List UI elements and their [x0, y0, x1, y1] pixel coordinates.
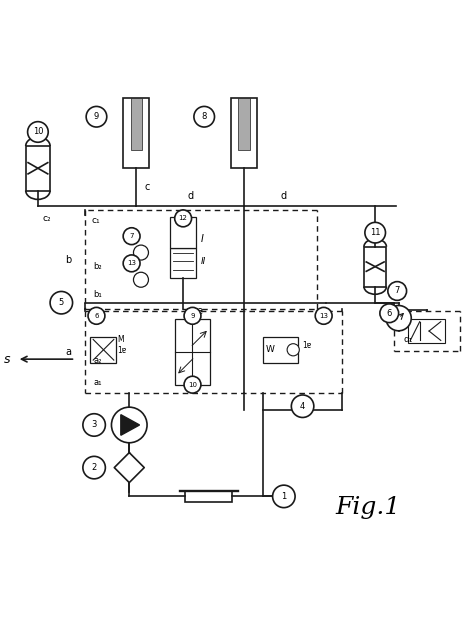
Text: a₂: a₂: [93, 356, 101, 365]
Circle shape: [50, 292, 73, 314]
Text: M
1ɐ: M 1ɐ: [118, 335, 127, 354]
Text: 9: 9: [190, 313, 195, 319]
Bar: [231, 98, 257, 168]
Bar: [185, 490, 232, 503]
Circle shape: [194, 106, 215, 127]
Circle shape: [184, 376, 201, 393]
Bar: [170, 217, 196, 248]
Circle shape: [134, 245, 148, 260]
Text: c₁: c₁: [92, 216, 100, 225]
Circle shape: [27, 122, 48, 142]
Text: d₁: d₁: [403, 335, 413, 344]
Text: b₂: b₂: [93, 262, 102, 271]
Text: 3: 3: [91, 420, 97, 429]
Circle shape: [83, 456, 105, 479]
Text: 10: 10: [188, 381, 197, 388]
Text: 11: 11: [370, 228, 381, 237]
Text: 6: 6: [94, 313, 99, 319]
Circle shape: [273, 485, 295, 508]
Text: a₁: a₁: [93, 378, 102, 387]
Polygon shape: [114, 453, 144, 483]
Text: s: s: [4, 353, 11, 365]
Text: I: I: [201, 233, 204, 244]
Text: 12: 12: [179, 215, 188, 221]
Bar: [91, 337, 116, 363]
Text: 9: 9: [94, 112, 99, 121]
Text: 1: 1: [281, 492, 286, 501]
Circle shape: [380, 304, 399, 322]
Circle shape: [184, 308, 201, 324]
Text: e: e: [197, 306, 202, 317]
Circle shape: [86, 106, 107, 127]
Bar: [170, 248, 196, 278]
Bar: [238, 98, 250, 149]
Circle shape: [292, 395, 314, 417]
Circle shape: [134, 272, 148, 287]
Text: 4: 4: [300, 402, 305, 411]
Text: II: II: [201, 258, 206, 267]
Text: 10: 10: [33, 128, 43, 137]
Text: d: d: [187, 191, 193, 201]
Circle shape: [123, 228, 140, 245]
Bar: [26, 146, 50, 190]
Text: c₂: c₂: [43, 214, 51, 223]
Polygon shape: [121, 415, 139, 435]
Bar: [131, 98, 142, 149]
Text: 13: 13: [319, 313, 328, 319]
Text: b: b: [65, 254, 72, 265]
Circle shape: [123, 255, 140, 272]
Text: b₁: b₁: [93, 290, 102, 299]
Circle shape: [83, 413, 105, 437]
Text: 7: 7: [129, 233, 134, 239]
Text: 13: 13: [127, 260, 136, 267]
Circle shape: [175, 210, 191, 227]
Circle shape: [365, 222, 385, 243]
Text: 1ɐ: 1ɐ: [302, 340, 312, 349]
Text: c: c: [145, 182, 150, 192]
Circle shape: [315, 308, 332, 324]
Text: 5: 5: [59, 298, 64, 307]
Bar: [263, 337, 298, 363]
Text: 6: 6: [387, 309, 392, 318]
Text: a: a: [65, 347, 72, 357]
Text: Fig.1: Fig.1: [336, 496, 401, 519]
Text: 8: 8: [201, 112, 207, 121]
Bar: [364, 247, 386, 287]
Circle shape: [287, 344, 299, 356]
Text: d: d: [281, 191, 287, 201]
Circle shape: [88, 308, 105, 324]
Bar: [123, 98, 149, 168]
Circle shape: [386, 306, 411, 331]
Text: 2: 2: [91, 463, 97, 472]
Text: 7: 7: [394, 287, 400, 296]
Circle shape: [111, 407, 147, 443]
Circle shape: [388, 281, 407, 301]
Text: W: W: [265, 345, 274, 354]
Bar: [175, 319, 210, 385]
Bar: [408, 319, 446, 343]
